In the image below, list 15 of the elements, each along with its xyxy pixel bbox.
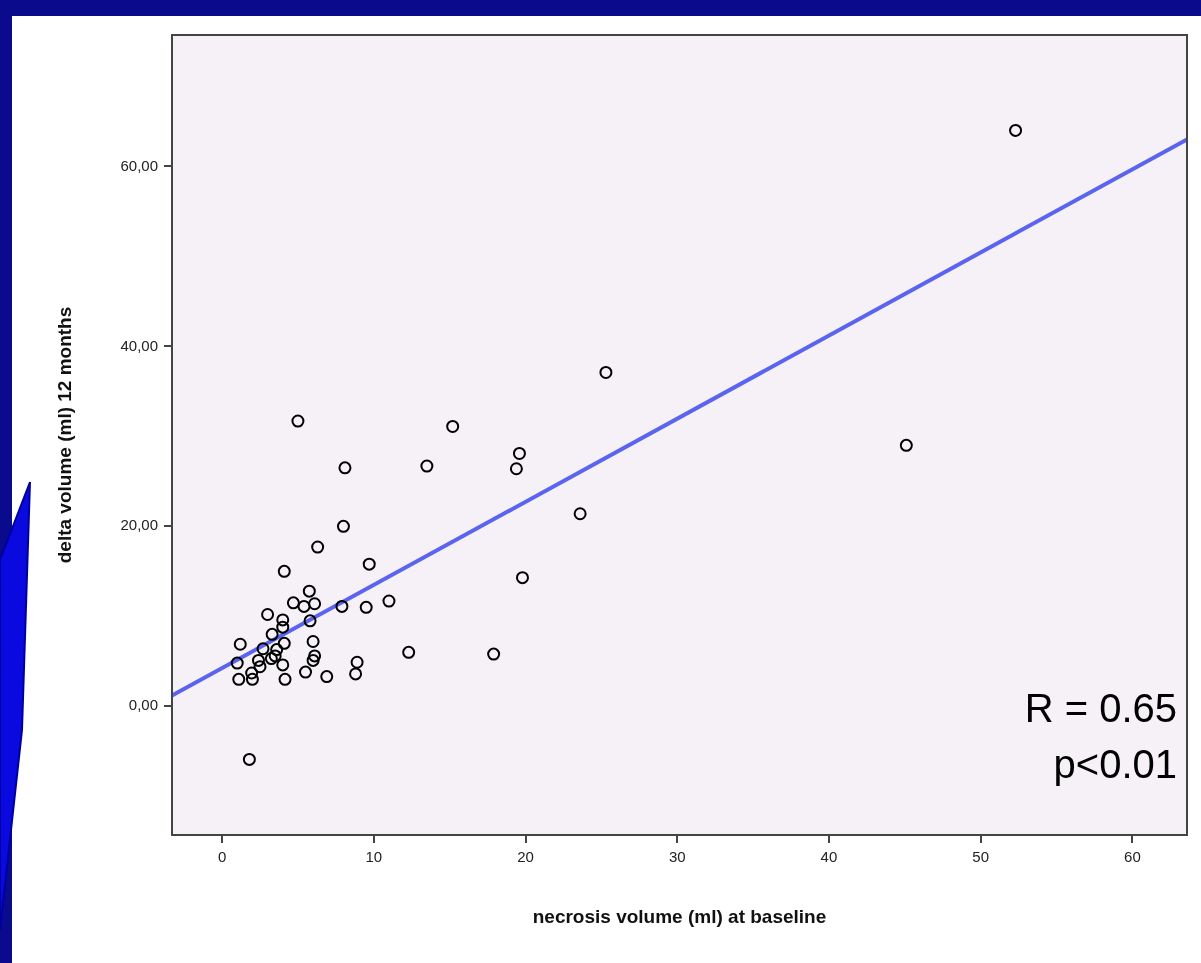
y-tick-label: 20,00	[120, 516, 158, 534]
x-tick-label: 30	[668, 848, 686, 866]
y-tick-label: 0,00	[128, 696, 158, 714]
y-tick-label: 60,00	[120, 156, 158, 174]
annotation: p<0.01	[1053, 742, 1177, 786]
x-tick-label: 50	[972, 848, 990, 866]
x-tick-label: 40	[820, 848, 838, 866]
x-tick-label: 20	[517, 848, 534, 866]
annotation: R = 0.65	[1024, 686, 1177, 730]
x-axis-title: necrosis volume (ml) at baseline	[532, 905, 827, 927]
y-tick-label: 40,00	[120, 336, 158, 354]
x-tick-label: 60	[1124, 848, 1141, 866]
y-axis-title: delta volume (ml) 12 months	[53, 306, 75, 564]
x-tick-label: 0	[217, 848, 227, 866]
x-tick-label: 10	[365, 848, 383, 866]
